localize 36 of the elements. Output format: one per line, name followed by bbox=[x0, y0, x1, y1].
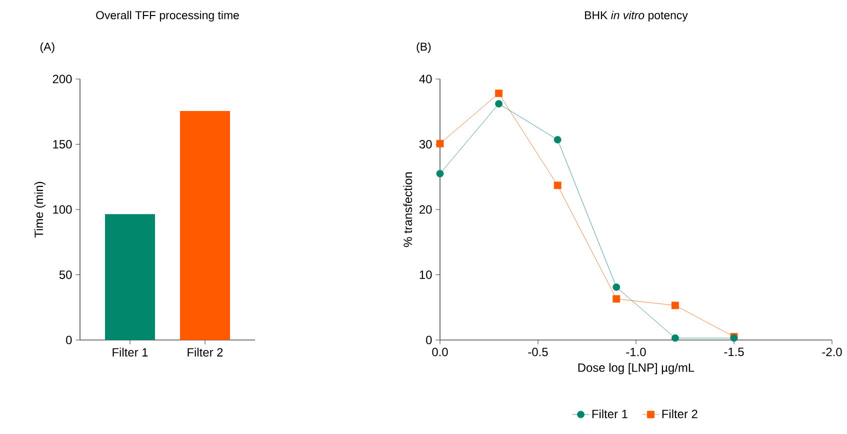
point bbox=[554, 182, 562, 190]
x-tick-label: Filter 2 bbox=[188, 348, 223, 357]
y-tick-label: 0 bbox=[66, 336, 72, 344]
x-tick-label: 0.0 bbox=[432, 348, 448, 356]
point bbox=[436, 170, 444, 178]
point bbox=[612, 283, 620, 291]
y-tick-label: 30 bbox=[419, 140, 432, 148]
point bbox=[612, 295, 620, 303]
y-tick-label: 200 bbox=[52, 74, 72, 84]
x-axis-title: Dose log [LNP] µg/mL bbox=[578, 363, 694, 374]
y-tick-label: 150 bbox=[53, 140, 72, 148]
y-tick-label: 100 bbox=[53, 205, 72, 214]
x-tick-label: -2.0 bbox=[822, 348, 842, 356]
text: (B) bbox=[416, 42, 431, 54]
x-tick-label: -0.5 bbox=[528, 348, 548, 356]
y-tick-label: 20 bbox=[420, 205, 432, 214]
point bbox=[495, 90, 502, 98]
text: (A) bbox=[40, 42, 54, 54]
y-axis-title: % transfection bbox=[403, 172, 412, 247]
chart-title: Overall TFF processing time bbox=[96, 10, 239, 22]
legend-label: Filter 1 bbox=[592, 409, 628, 418]
x-tick-label: -1.0 bbox=[626, 348, 646, 356]
x-tick-label: -1.5 bbox=[724, 348, 744, 356]
chart-title: BHK in vitro potency bbox=[585, 10, 688, 22]
y-tick-label: 0 bbox=[426, 336, 432, 344]
point bbox=[495, 100, 502, 108]
y-axis-title: Time (min) bbox=[34, 182, 46, 238]
x-tick-label: Filter 1 bbox=[112, 348, 148, 357]
point bbox=[436, 140, 444, 148]
y-tick-label: 50 bbox=[59, 270, 72, 279]
point bbox=[554, 136, 562, 144]
point bbox=[672, 302, 679, 310]
legend-label: Filter 2 bbox=[662, 409, 698, 418]
point bbox=[672, 334, 679, 342]
y-tick-label: 40 bbox=[419, 74, 432, 84]
y-tick-label: 10 bbox=[420, 270, 432, 279]
